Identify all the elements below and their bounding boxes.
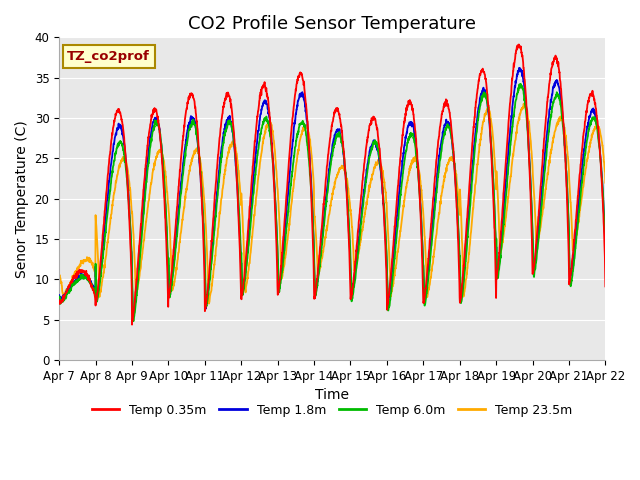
- Title: CO2 Profile Sensor Temperature: CO2 Profile Sensor Temperature: [188, 15, 476, 33]
- Legend: Temp 0.35m, Temp 1.8m, Temp 6.0m, Temp 23.5m: Temp 0.35m, Temp 1.8m, Temp 6.0m, Temp 2…: [87, 398, 578, 421]
- Text: TZ_co2prof: TZ_co2prof: [67, 50, 150, 63]
- X-axis label: Time: Time: [316, 388, 349, 402]
- Y-axis label: Senor Temperature (C): Senor Temperature (C): [15, 120, 29, 277]
